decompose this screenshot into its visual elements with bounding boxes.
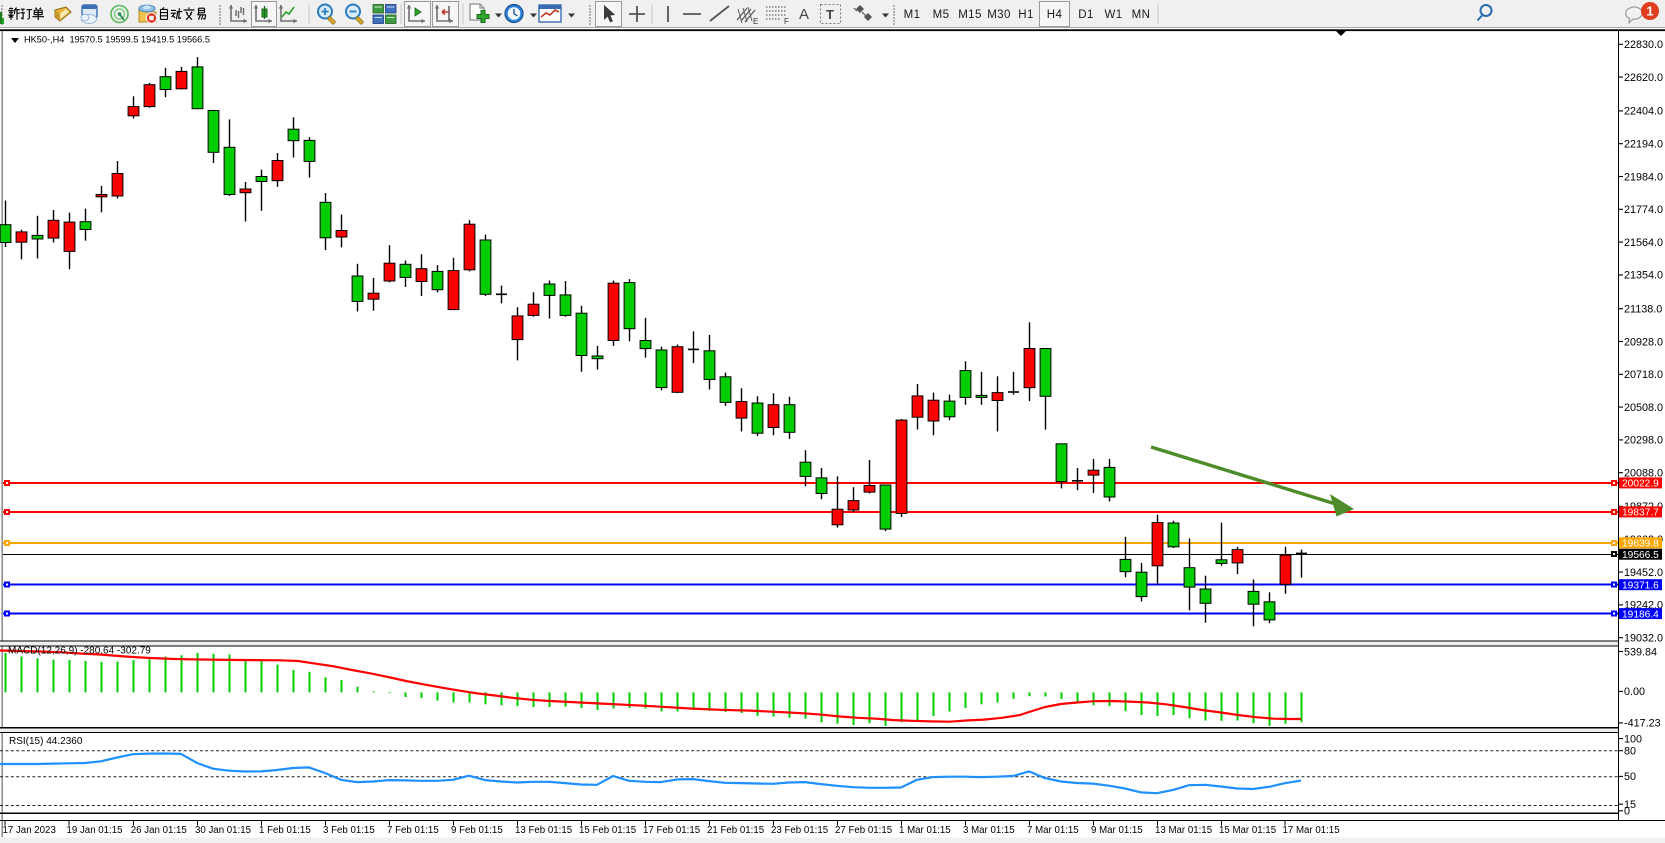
svg-text:20718.0: 20718.0 — [1624, 369, 1663, 381]
svg-text:26 Jan 01:15: 26 Jan 01:15 — [131, 825, 187, 836]
svg-text:M1: M1 — [904, 9, 921, 21]
svg-text:50: 50 — [1624, 771, 1636, 783]
svg-text:-417.23: -417.23 — [1624, 718, 1661, 730]
svg-text:20928.0: 20928.0 — [1624, 336, 1663, 348]
svg-text:M5: M5 — [933, 9, 950, 21]
svg-text:19371.6: 19371.6 — [1622, 581, 1659, 592]
svg-text:21354.0: 21354.0 — [1624, 270, 1663, 282]
svg-text:19032.0: 19032.0 — [1624, 633, 1663, 645]
svg-text:27 Feb 01:15: 27 Feb 01:15 — [835, 825, 892, 836]
svg-text:22830.0: 22830.0 — [1624, 39, 1663, 51]
svg-text:20022.9: 20022.9 — [1622, 479, 1659, 490]
svg-text:15 Mar 01:15: 15 Mar 01:15 — [1219, 825, 1276, 836]
svg-text:19566.5: 19566.5 — [1622, 550, 1659, 561]
svg-text:A: A — [799, 6, 809, 23]
svg-text:M30: M30 — [987, 9, 1011, 21]
svg-text:22194.0: 22194.0 — [1624, 139, 1663, 151]
svg-text:100: 100 — [1624, 733, 1642, 745]
svg-text:21774.0: 21774.0 — [1624, 204, 1663, 216]
svg-text:3 Mar 01:15: 3 Mar 01:15 — [963, 825, 1015, 836]
svg-text:17 Jan 2023: 17 Jan 2023 — [3, 825, 56, 836]
svg-text:20088.0: 20088.0 — [1624, 468, 1663, 480]
svg-text:22404.0: 22404.0 — [1624, 106, 1663, 118]
svg-text:17 Feb 01:15: 17 Feb 01:15 — [643, 825, 700, 836]
svg-text:7 Feb 01:15: 7 Feb 01:15 — [387, 825, 439, 836]
svg-text:MN: MN — [1132, 9, 1151, 21]
svg-text:RSI(15) 44.2360: RSI(15) 44.2360 — [9, 736, 83, 747]
svg-text:17 Mar 01:15: 17 Mar 01:15 — [1283, 825, 1340, 836]
svg-text:23 Feb 01:15: 23 Feb 01:15 — [771, 825, 828, 836]
svg-text:15: 15 — [1624, 799, 1636, 811]
svg-text:HK50-,H4 19570.5 19599.5 1941: HK50-,H4 19570.5 19599.5 19419.5 19566.5 — [24, 35, 210, 45]
svg-text:13 Feb 01:15: 13 Feb 01:15 — [515, 825, 572, 836]
svg-text:M15: M15 — [958, 9, 982, 21]
svg-text:19452.0: 19452.0 — [1624, 567, 1663, 579]
svg-text:20508.0: 20508.0 — [1624, 402, 1663, 414]
svg-text:7 Mar 01:15: 7 Mar 01:15 — [1027, 825, 1079, 836]
svg-text:19639.8: 19639.8 — [1622, 539, 1659, 550]
svg-text:21 Feb 01:15: 21 Feb 01:15 — [707, 825, 764, 836]
svg-text:539.84: 539.84 — [1624, 646, 1657, 658]
svg-text:9 Feb 01:15: 9 Feb 01:15 — [451, 825, 503, 836]
svg-text:0: 0 — [1624, 806, 1630, 818]
svg-text:19 Jan 01:15: 19 Jan 01:15 — [67, 825, 123, 836]
svg-text:3 Feb 01:15: 3 Feb 01:15 — [323, 825, 375, 836]
svg-text:H1: H1 — [1018, 9, 1034, 21]
svg-text:0.00: 0.00 — [1624, 686, 1645, 698]
svg-text:W1: W1 — [1104, 9, 1122, 21]
svg-text:22620.0: 22620.0 — [1624, 72, 1663, 84]
svg-text:9 Mar 01:15: 9 Mar 01:15 — [1091, 825, 1143, 836]
svg-text:T: T — [826, 7, 834, 22]
svg-text:20298.0: 20298.0 — [1624, 435, 1663, 447]
svg-text:1: 1 — [1646, 4, 1653, 19]
svg-text:19837.7: 19837.7 — [1622, 508, 1659, 519]
svg-text:21564.0: 21564.0 — [1624, 237, 1663, 249]
svg-text:15 Feb 01:15: 15 Feb 01:15 — [579, 825, 636, 836]
svg-text:21984.0: 21984.0 — [1624, 171, 1663, 183]
svg-text:H4: H4 — [1047, 9, 1063, 21]
svg-text:1 Mar 01:15: 1 Mar 01:15 — [899, 825, 951, 836]
svg-text:21138.0: 21138.0 — [1624, 304, 1662, 316]
svg-text:80: 80 — [1624, 746, 1636, 758]
svg-text:MACD(12,26,9) -280.64 -302.79: MACD(12,26,9) -280.64 -302.79 — [8, 646, 151, 657]
svg-text:13 Mar 01:15: 13 Mar 01:15 — [1155, 825, 1212, 836]
svg-text:1 Feb 01:15: 1 Feb 01:15 — [259, 825, 311, 836]
svg-text:30 Jan 01:15: 30 Jan 01:15 — [195, 825, 251, 836]
svg-text:D1: D1 — [1078, 9, 1094, 21]
svg-text:E: E — [753, 17, 758, 26]
svg-text:F: F — [784, 17, 789, 26]
svg-text:19186.4: 19186.4 — [1622, 609, 1659, 620]
